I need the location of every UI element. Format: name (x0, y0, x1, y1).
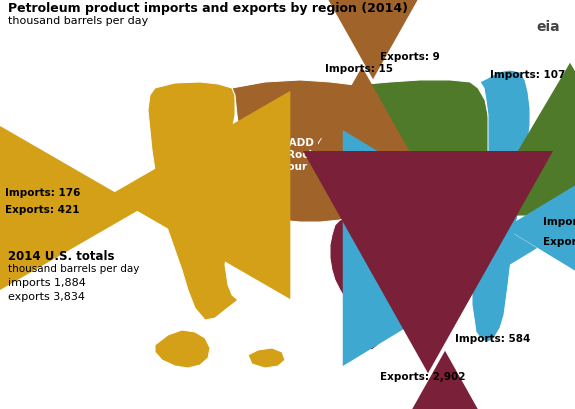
Text: Imports: 15: Imports: 15 (325, 64, 393, 74)
Polygon shape (355, 80, 492, 248)
Text: Imports: 176: Imports: 176 (5, 188, 80, 198)
Polygon shape (148, 82, 238, 320)
Text: PADD 4:
Rocky
Mountain: PADD 4: Rocky Mountain (277, 138, 333, 172)
Text: Petroleum product imports and exports by region (2014): Petroleum product imports and exports by… (8, 2, 408, 15)
Polygon shape (330, 200, 468, 350)
Text: Exports: 9: Exports: 9 (380, 52, 440, 62)
Text: Imports: 107: Imports: 107 (490, 70, 565, 80)
Text: PADD 1:
East Coast: PADD 1: East Coast (472, 179, 534, 201)
Text: Imports: 584: Imports: 584 (455, 334, 530, 344)
Text: imports 1,884: imports 1,884 (8, 278, 86, 288)
Text: PADD 5:
West Coast: PADD 5: West Coast (152, 184, 218, 206)
Text: PADD 3: Gulf Coast: PADD 3: Gulf Coast (352, 265, 463, 275)
Text: thousand barrels per day: thousand barrels per day (8, 16, 148, 26)
Polygon shape (468, 70, 530, 342)
Text: 2014 U.S. totals: 2014 U.S. totals (8, 250, 114, 263)
Polygon shape (248, 348, 285, 368)
Text: exports 3,834: exports 3,834 (8, 292, 85, 302)
Polygon shape (232, 80, 360, 222)
Polygon shape (155, 330, 210, 368)
Text: Exports: 2,902: Exports: 2,902 (380, 372, 466, 382)
Text: eia: eia (536, 20, 560, 34)
Text: Exports: 421: Exports: 421 (5, 205, 79, 215)
Text: thousand barrels per day: thousand barrels per day (8, 264, 139, 274)
Text: PADD 2:
Midwest: PADD 2: Midwest (405, 154, 455, 176)
Text: Exports: 173: Exports: 173 (543, 237, 575, 247)
Text: Imports: 1,002: Imports: 1,002 (543, 217, 575, 227)
